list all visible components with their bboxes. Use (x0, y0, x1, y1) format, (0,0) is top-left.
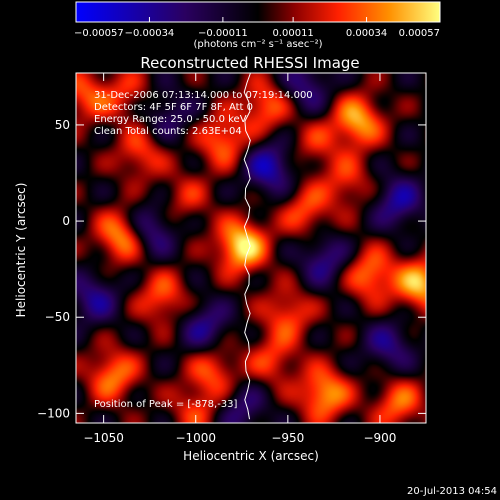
contour-line (243, 72, 251, 420)
colorbar-unit-label: (photons cm⁻² s⁻¹ asec⁻²) (193, 39, 322, 50)
plot-frame (75, 72, 427, 424)
colorbar-tick-label: −0.00034 (125, 28, 175, 39)
x-tick-label: −1050 (83, 431, 124, 445)
x-tick-label: −950 (271, 431, 304, 445)
heatmap-image (76, 73, 426, 423)
annotation-line: 31-Dec-2006 07:13:14.000 to 07:19:14.000 (94, 90, 313, 101)
colorbar-tick-label: −0.00057 (74, 28, 124, 39)
y-tick-label: 50 (55, 118, 70, 132)
y-tick-label: −50 (45, 310, 70, 324)
annotation-line: Detectors: 4F 5F 6F 7F 8F, Att 0 (94, 102, 253, 113)
x-axis-ticks: −1050 −1000 −950 −900 (83, 73, 396, 445)
y-axis-ticks: −100 −50 0 50 (37, 118, 426, 420)
chart-title: Reconstructed RHESSI Image (140, 54, 359, 72)
colorbar-tick-label: 0.00034 (346, 28, 387, 39)
y-axis-label: Heliocentric Y (arcsec) (14, 183, 28, 318)
annotation-block: 31-Dec-2006 07:13:14.000 to 07:19:14.000… (94, 90, 313, 137)
colorbar-ticks: −0.00057 −0.00034 −0.00011 0.00011 0.00034 0.… (74, 17, 441, 39)
x-tick-label: −1000 (175, 431, 216, 445)
colorbar-tick-label: 0.00057 (399, 28, 440, 39)
peak-position-label: Position of Peak = [-878,-33] (94, 399, 238, 410)
x-axis-label: Heliocentric X (arcsec) (183, 449, 319, 463)
colorbar-tick-label: −0.00011 (198, 28, 248, 39)
colorbar: −0.00057 −0.00034 −0.00011 0.00011 0.00034 0.… (74, 1, 441, 50)
plot-area: −1050 −1000 −950 −900 −100 −50 0 50 31-Dec-200… (37, 72, 427, 445)
footer-timestamp: 20-Jul-2013 04:54 (407, 486, 497, 497)
colorbar-ramp (75, 1, 441, 23)
annotation-line: Clean Total counts: 2.63E+04 (94, 126, 242, 137)
annotation-line: Energy Range: 25.0 - 50.0 keV (94, 114, 247, 125)
y-tick-label: 0 (62, 214, 70, 228)
contour-line-path (243, 72, 251, 420)
colorbar-tick-label: 0.00011 (272, 28, 313, 39)
x-tick-label: −900 (363, 431, 396, 445)
y-tick-label: −100 (37, 406, 70, 420)
